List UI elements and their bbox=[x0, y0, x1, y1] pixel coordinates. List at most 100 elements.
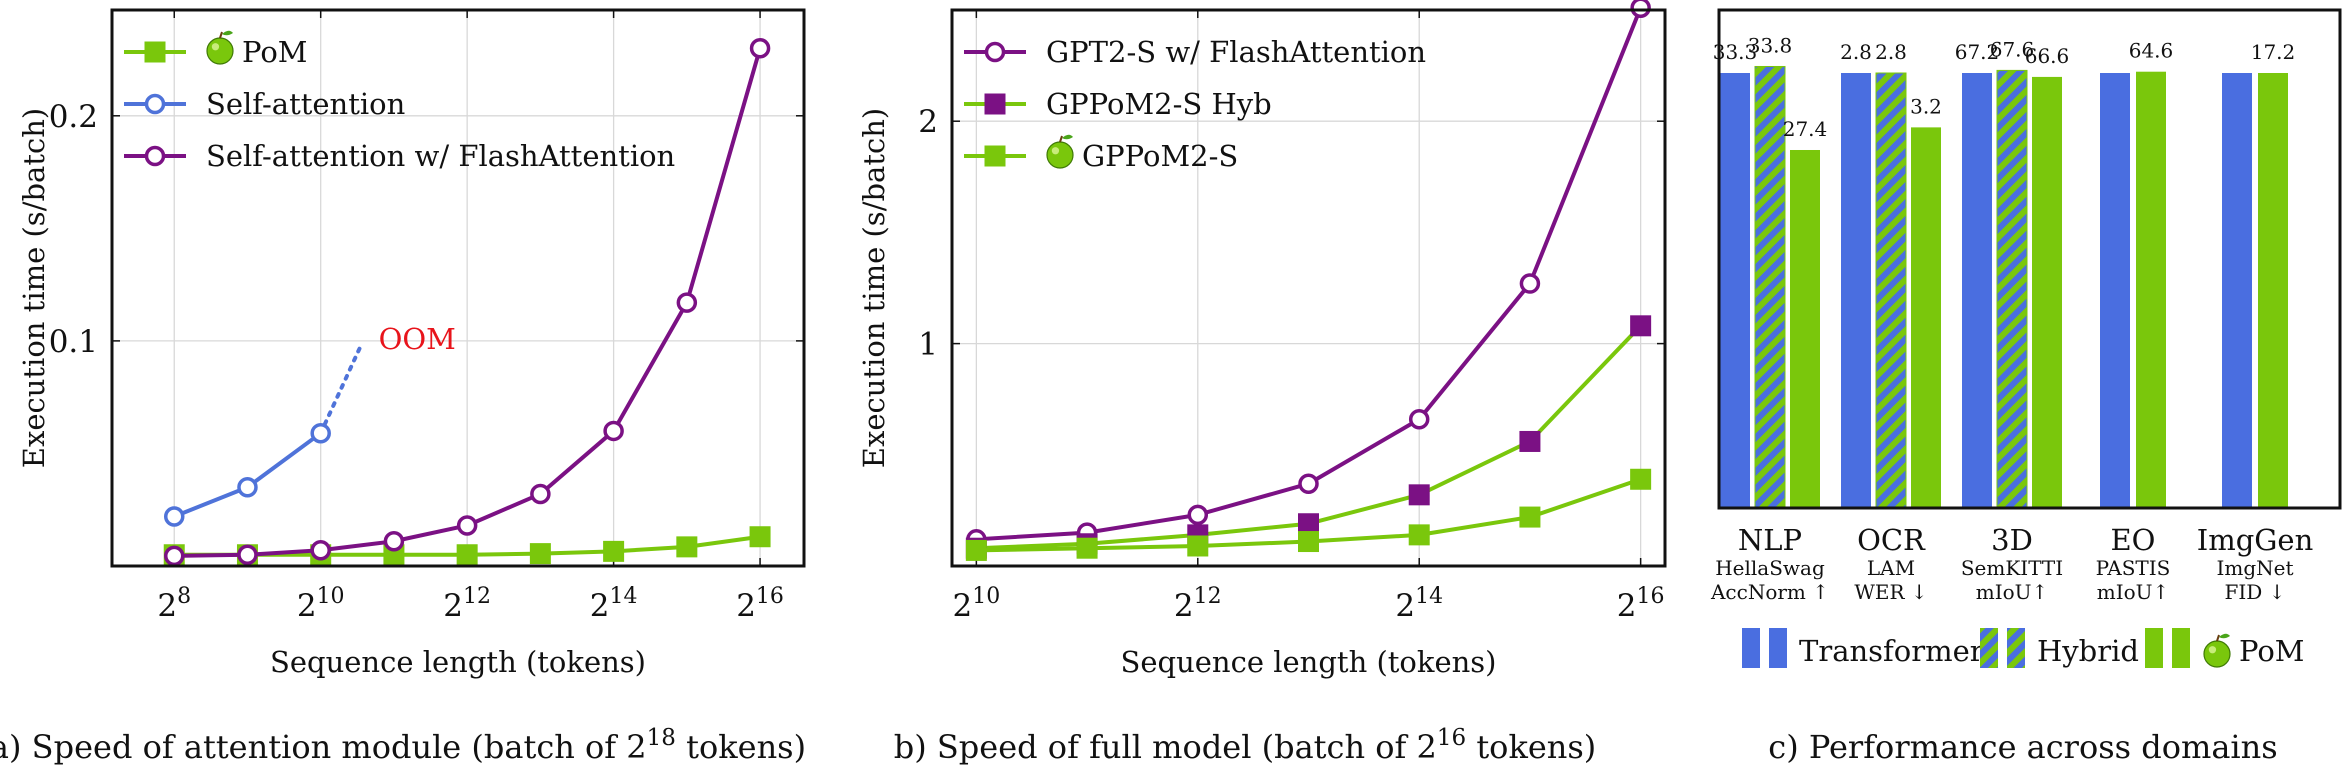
legend: PoM Self-attention Self-attention w/ Flash… bbox=[124, 30, 675, 173]
legend-marker bbox=[984, 145, 1006, 167]
x-tick-label-exp: 8 bbox=[177, 584, 191, 609]
data-point bbox=[749, 38, 771, 59]
data-point bbox=[237, 476, 258, 498]
apple-shine bbox=[211, 43, 220, 51]
x-tick-label-text: 212 bbox=[443, 584, 491, 624]
data-point bbox=[1408, 524, 1430, 546]
bar bbox=[2136, 71, 2166, 508]
x-tick-label-base: 2 bbox=[590, 588, 610, 624]
legend: GPT2-S w/ FlashAttention GPPoM2-S Hyb GPPo… bbox=[964, 35, 1426, 173]
apple-icon bbox=[1046, 134, 1074, 169]
category-metric-dataset: PASTIS bbox=[2096, 556, 2171, 580]
x-tick-label-base: 2 bbox=[952, 588, 972, 624]
y-tick-label: 2 bbox=[918, 104, 938, 140]
y-tick-label: 1 bbox=[918, 327, 938, 363]
data-point bbox=[1408, 408, 1430, 430]
legend-marker bbox=[144, 41, 166, 63]
bar bbox=[1720, 73, 1750, 508]
caption-superscript: 16 bbox=[1437, 725, 1466, 751]
data-point bbox=[1630, 0, 1651, 19]
x-tick-label-base: 2 bbox=[297, 588, 317, 624]
bar bbox=[1790, 149, 1820, 508]
x-tick-label: 216 bbox=[736, 584, 784, 624]
series-gppom2-s-hyb bbox=[965, 315, 1652, 559]
bar-value-label: 66.6 bbox=[2025, 44, 2070, 68]
legend-label: PoM bbox=[2239, 634, 2305, 668]
oom-annotation: OOM bbox=[379, 322, 456, 356]
data-point bbox=[529, 543, 551, 565]
category-metric: AccNorm ↑ bbox=[1710, 580, 1829, 604]
data-point bbox=[676, 536, 698, 558]
x-tick-label-text: 210 bbox=[297, 584, 345, 624]
grid bbox=[112, 10, 804, 566]
x-tick-label-base: 2 bbox=[443, 588, 463, 624]
data-point bbox=[530, 483, 551, 505]
category-metric: FID ↓ bbox=[2225, 580, 2286, 604]
category-label: 3D bbox=[1991, 523, 2033, 557]
apple-shine bbox=[2208, 646, 2217, 654]
data-point bbox=[456, 544, 478, 566]
x-tick-label: 214 bbox=[1395, 584, 1443, 624]
apple-leaf bbox=[1062, 134, 1073, 140]
chart-caption: b) Speed of full model (batch of 216 tok… bbox=[894, 725, 1597, 766]
bar bbox=[2258, 73, 2288, 508]
data-point bbox=[1519, 506, 1541, 528]
data-point bbox=[603, 420, 624, 442]
category-label: ImgGen bbox=[2197, 523, 2314, 557]
x-tick-label: 28 bbox=[157, 584, 191, 624]
data-point bbox=[163, 506, 185, 527]
x-tick-label: 212 bbox=[1174, 584, 1222, 624]
legend-marker bbox=[984, 41, 1006, 63]
apple-icon bbox=[206, 30, 234, 65]
caption-text: tokens) bbox=[676, 728, 806, 766]
data-point bbox=[163, 545, 185, 567]
apple-icon bbox=[2203, 633, 2231, 668]
x-tick-label: 214 bbox=[590, 584, 638, 624]
plot-frame bbox=[950, 8, 1667, 568]
plot-frame bbox=[110, 8, 806, 568]
data-point bbox=[310, 422, 331, 444]
x-tick-label: 210 bbox=[297, 584, 345, 624]
legend-label: GPPoM2-S Hyb bbox=[1046, 87, 1272, 121]
bar bbox=[1962, 73, 1992, 508]
category-label: EO bbox=[2111, 523, 2156, 557]
x-tick-label-exp: 14 bbox=[1415, 584, 1443, 609]
x-axis-label: Sequence length (tokens) bbox=[1121, 645, 1497, 679]
apple-shine bbox=[1051, 147, 1060, 155]
apple-body bbox=[206, 37, 234, 65]
data-point bbox=[1298, 513, 1319, 535]
data-point bbox=[237, 544, 258, 565]
data-point bbox=[310, 539, 331, 561]
x-tick-label-exp: 10 bbox=[317, 584, 345, 609]
caption-text: a) Speed of attention module (batch of 2 bbox=[0, 728, 647, 766]
x-tick-label-base: 2 bbox=[1174, 588, 1194, 624]
data-point bbox=[749, 526, 771, 548]
bar-value-label: 2.8 bbox=[1875, 40, 1907, 64]
legend-marker bbox=[144, 93, 166, 115]
apple-body bbox=[2203, 640, 2231, 668]
legend-swatch bbox=[2007, 628, 2025, 668]
legend-label: PoM bbox=[242, 35, 308, 69]
data-point bbox=[1187, 535, 1209, 557]
series-gpt2-s-w-flashattention bbox=[966, 0, 1651, 550]
data-point bbox=[1519, 273, 1541, 294]
category-metric-dataset: LAM bbox=[1867, 556, 1915, 580]
category-label: NLP bbox=[1738, 523, 1802, 557]
y-axis-label: Execution time (s/batch) bbox=[857, 108, 891, 468]
data-point bbox=[965, 539, 987, 561]
bar-value-label: 64.6 bbox=[2129, 39, 2174, 63]
y-tick-label: 0.1 bbox=[49, 324, 98, 360]
series-gppom2-s bbox=[965, 468, 1652, 561]
x-tick-label: 210 bbox=[952, 584, 1000, 624]
data-point bbox=[1298, 473, 1319, 494]
x-tick-label-base: 2 bbox=[736, 588, 756, 624]
x-tick-label-exp: 16 bbox=[756, 584, 784, 609]
bar-value-label: 67.2 bbox=[1955, 40, 2000, 64]
apple-leaf bbox=[2219, 633, 2230, 639]
x-tick-label-exp: 12 bbox=[1194, 584, 1222, 609]
apple-stem bbox=[2216, 634, 2220, 642]
category-label: OCR bbox=[1857, 523, 1926, 557]
